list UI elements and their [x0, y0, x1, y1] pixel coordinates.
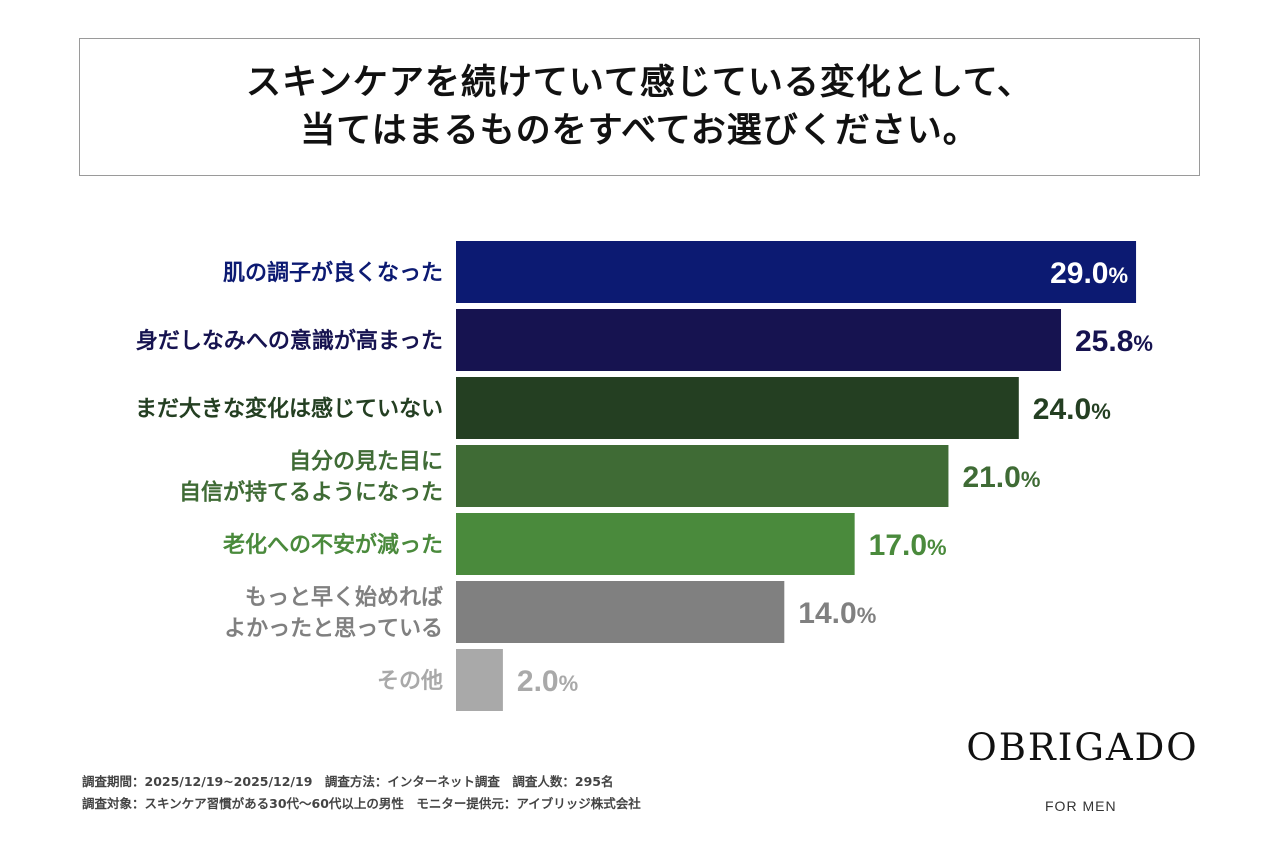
category-label-4: 自分の見た目に自信が持てるようになった	[179, 449, 443, 506]
bar-2	[456, 309, 1062, 371]
value-label-7: 2.0%	[517, 665, 578, 698]
chart-title-line-2: 当てはまるものをすべてお選びください。	[300, 111, 979, 151]
survey-note-1: 調査期間：2025/12/19~2025/12/19 調査方法：インターネット調…	[82, 774, 614, 789]
bar-5	[456, 513, 855, 575]
bar-4	[456, 445, 949, 507]
category-label-1: 肌の調子が良くなった	[223, 260, 443, 286]
value-label-6: 14.0%	[798, 597, 876, 630]
value-label-4: 21.0%	[962, 461, 1040, 494]
bar-1	[456, 241, 1137, 303]
value-label-1: 29.0%	[1050, 257, 1128, 290]
category-label-7: その他	[377, 669, 443, 694]
bar-6	[456, 581, 785, 643]
bar-3	[456, 377, 1019, 439]
value-label-5: 17.0%	[869, 529, 947, 562]
title-box: スキンケアを続けていて感じている変化として、 当てはまるものをすべてお選びくださ…	[79, 38, 1200, 176]
chart-title-line-1: スキンケアを続けていて感じている変化として、	[245, 63, 1034, 103]
brand-logo: OBRIGADO	[966, 726, 1199, 769]
category-label-2: 身だしなみへの意識が高まった	[136, 328, 443, 354]
survey-note-2: 調査対象：スキンケア習慣がある30代～60代以上の男性 モニター提供元：アイブリ…	[82, 796, 641, 811]
brand-logo-subtitle: FOR MEN	[1045, 798, 1117, 814]
category-label-5: 老化への不安が減った	[222, 532, 443, 558]
value-label-3: 24.0%	[1033, 393, 1111, 426]
category-label-3: まだ大きな変化は感じていない	[135, 396, 443, 422]
value-label-2: 25.8%	[1075, 325, 1153, 358]
bar-7	[456, 649, 503, 711]
category-label-6: もっと早く始めればよかったと思っている	[224, 585, 443, 642]
